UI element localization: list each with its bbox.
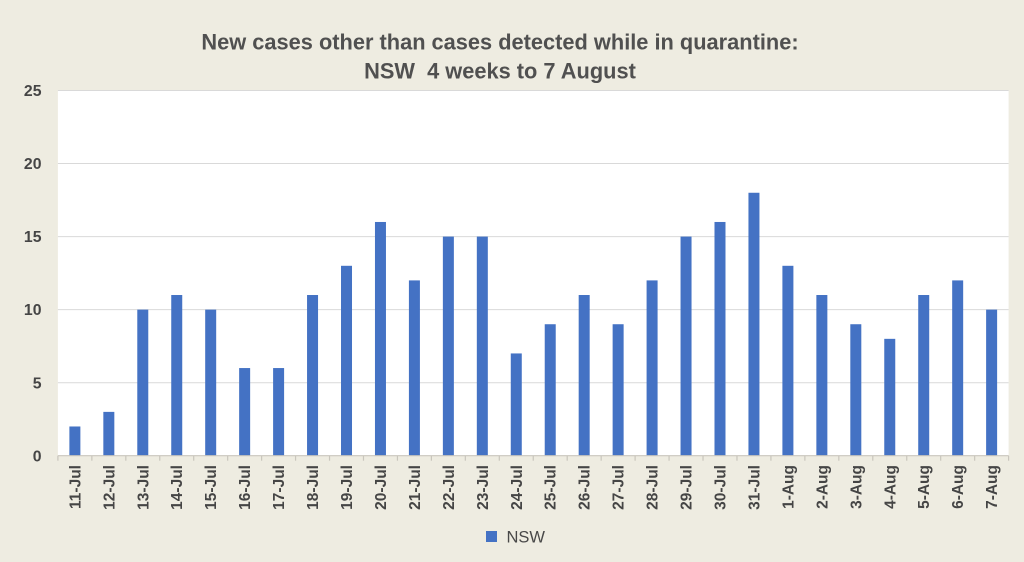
svg-text:13-Jul: 13-Jul: [135, 465, 152, 510]
svg-text:4-Aug: 4-Aug: [882, 465, 899, 509]
svg-text:10: 10: [24, 302, 42, 319]
svg-text:20: 20: [24, 156, 42, 173]
svg-text:20-Jul: 20-Jul: [373, 465, 390, 510]
svg-text:15: 15: [24, 229, 42, 246]
svg-text:6-Aug: 6-Aug: [950, 465, 967, 509]
svg-text:1-Aug: 1-Aug: [780, 465, 797, 509]
svg-text:17-Jul: 17-Jul: [271, 465, 288, 510]
svg-text:28-Jul: 28-Jul: [645, 465, 662, 510]
svg-text:18-Jul: 18-Jul: [305, 465, 322, 510]
svg-text:7-Aug: 7-Aug: [984, 465, 1001, 509]
svg-text:0: 0: [33, 448, 42, 465]
svg-text:15-Jul: 15-Jul: [203, 465, 220, 510]
svg-text:NSW 4 weeks to 7 August: NSW 4 weeks to 7 August: [364, 59, 636, 84]
svg-text:30-Jul: 30-Jul: [712, 465, 729, 510]
svg-text:12-Jul: 12-Jul: [101, 465, 118, 510]
svg-text:24-Jul: 24-Jul: [509, 465, 526, 510]
svg-text:5-Aug: 5-Aug: [916, 465, 933, 509]
svg-text:16-Jul: 16-Jul: [237, 465, 254, 510]
svg-text:22-Jul: 22-Jul: [441, 465, 458, 510]
svg-text:14-Jul: 14-Jul: [169, 465, 186, 510]
svg-text:25-Jul: 25-Jul: [543, 465, 560, 510]
svg-text:11-Jul: 11-Jul: [67, 465, 84, 509]
svg-text:21-Jul: 21-Jul: [407, 465, 424, 510]
svg-text:2-Aug: 2-Aug: [814, 465, 831, 509]
svg-text:New cases other than cases det: New cases other than cases detected whil…: [201, 30, 798, 55]
svg-text:NSW: NSW: [507, 529, 546, 547]
svg-text:23-Jul: 23-Jul: [475, 465, 492, 510]
svg-text:27-Jul: 27-Jul: [611, 465, 628, 510]
svg-text:29-Jul: 29-Jul: [679, 465, 696, 510]
svg-text:31-Jul: 31-Jul: [746, 465, 763, 510]
svg-text:3-Aug: 3-Aug: [848, 465, 865, 509]
svg-text:25: 25: [24, 83, 42, 100]
svg-text:5: 5: [33, 375, 42, 392]
svg-text:19-Jul: 19-Jul: [339, 465, 356, 510]
svg-text:26-Jul: 26-Jul: [577, 465, 594, 510]
